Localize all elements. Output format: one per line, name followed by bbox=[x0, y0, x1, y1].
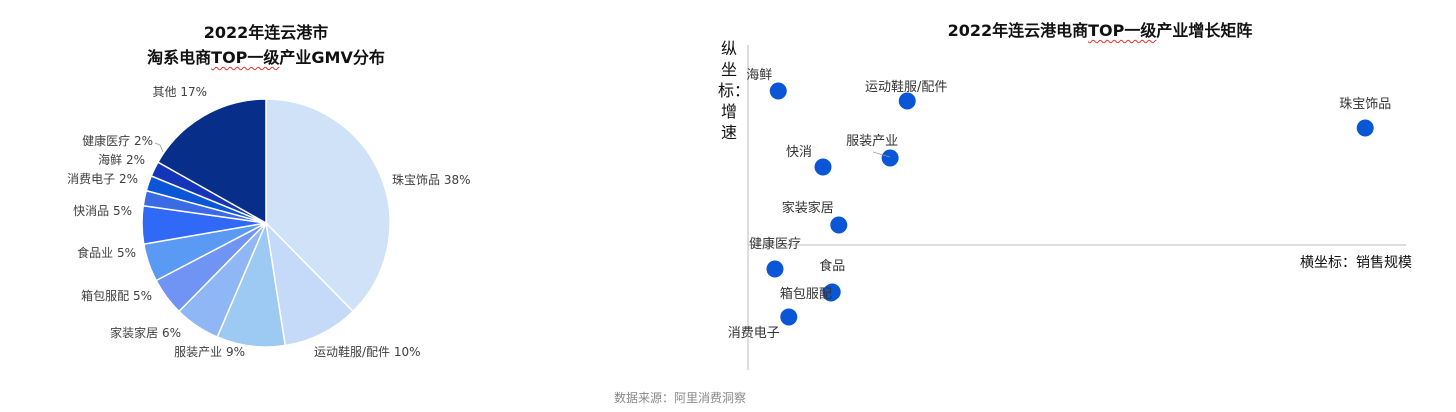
scatter-point-label: 珠宝饰品 bbox=[1339, 97, 1391, 112]
pie-slice-label: 其他 17% bbox=[153, 85, 208, 99]
pie-chart-title: 2022年连云港市 淘系电商TOP一级产业GMV分布 bbox=[66, 20, 466, 70]
x-axis-label: 横坐标：销售规模 bbox=[1300, 255, 1412, 271]
scatter-title-part: 2022年连云港电商 bbox=[947, 21, 1089, 40]
pie-slice-label: 消费电子 2% bbox=[67, 172, 138, 186]
pie-slice bbox=[264, 220, 355, 347]
scatter-point-label: 箱包服配 bbox=[780, 286, 832, 302]
pie-slice bbox=[156, 98, 267, 225]
scatter-point bbox=[780, 308, 798, 326]
scatter-point bbox=[898, 92, 916, 110]
scatter-title-part: 产业增长矩阵 bbox=[1156, 21, 1253, 40]
pie-slice-label: 珠宝饰品 38% bbox=[392, 173, 471, 187]
pie-title-part: TOP一级 bbox=[211, 48, 280, 67]
pie-title-line2: 淘系电商TOP一级产业GMV分布 bbox=[66, 45, 466, 70]
scatter-chart-title: 2022年连云港电商TOP一级产业增长矩阵 bbox=[860, 18, 1340, 43]
y-axis-label: 纵坐标：增速 bbox=[718, 39, 751, 142]
scatter-point-label: 健康医疗 bbox=[749, 236, 801, 252]
pie-slice-label: 服装产业 9% bbox=[174, 345, 245, 359]
pie-title-part: 淘系电商 bbox=[147, 48, 212, 67]
scatter-point-label: 海鲜 bbox=[746, 68, 772, 83]
scatter-title-part: TOP一级 bbox=[1088, 21, 1157, 40]
pie-slice-label: 箱包服配 5% bbox=[81, 288, 152, 303]
pie-slice-label: 食品业 5% bbox=[77, 245, 136, 260]
pie-title-line1: 2022年连云港市 bbox=[203, 23, 329, 42]
pie-slice-label: 家装家居 6% bbox=[110, 325, 181, 340]
scatter-point-label: 服装产业 bbox=[846, 134, 898, 149]
leader-line bbox=[154, 142, 164, 153]
pie-slice-label: 健康医疗 2% bbox=[82, 133, 153, 148]
scatter-point bbox=[830, 216, 848, 234]
scatter-point-label: 家装家居 bbox=[782, 200, 834, 216]
scatter-point-label: 消费电子 bbox=[728, 326, 780, 341]
pie-slice-label: 海鲜 2% bbox=[98, 152, 145, 167]
scatter-point-label: 运动鞋服/配件 bbox=[865, 79, 947, 95]
scatter-point bbox=[822, 284, 840, 302]
leader-line bbox=[872, 151, 891, 158]
pie-slice-label: 快消品 5% bbox=[73, 204, 132, 218]
scatter-point bbox=[814, 158, 832, 176]
scatter-point bbox=[1356, 119, 1374, 137]
pie-slice bbox=[265, 98, 391, 313]
scatter-point bbox=[881, 149, 899, 167]
pie-slice-label: 运动鞋服/配件 10% bbox=[314, 344, 421, 359]
data-source: 数据来源：阿里消费洞察 bbox=[613, 391, 746, 405]
scatter-point-label: 快消 bbox=[786, 145, 812, 160]
scatter-point bbox=[766, 260, 784, 278]
pie-title-part: 产业GMV分布 bbox=[279, 48, 385, 67]
scatter-point bbox=[769, 82, 787, 100]
scatter-point-label: 食品 bbox=[819, 258, 845, 274]
